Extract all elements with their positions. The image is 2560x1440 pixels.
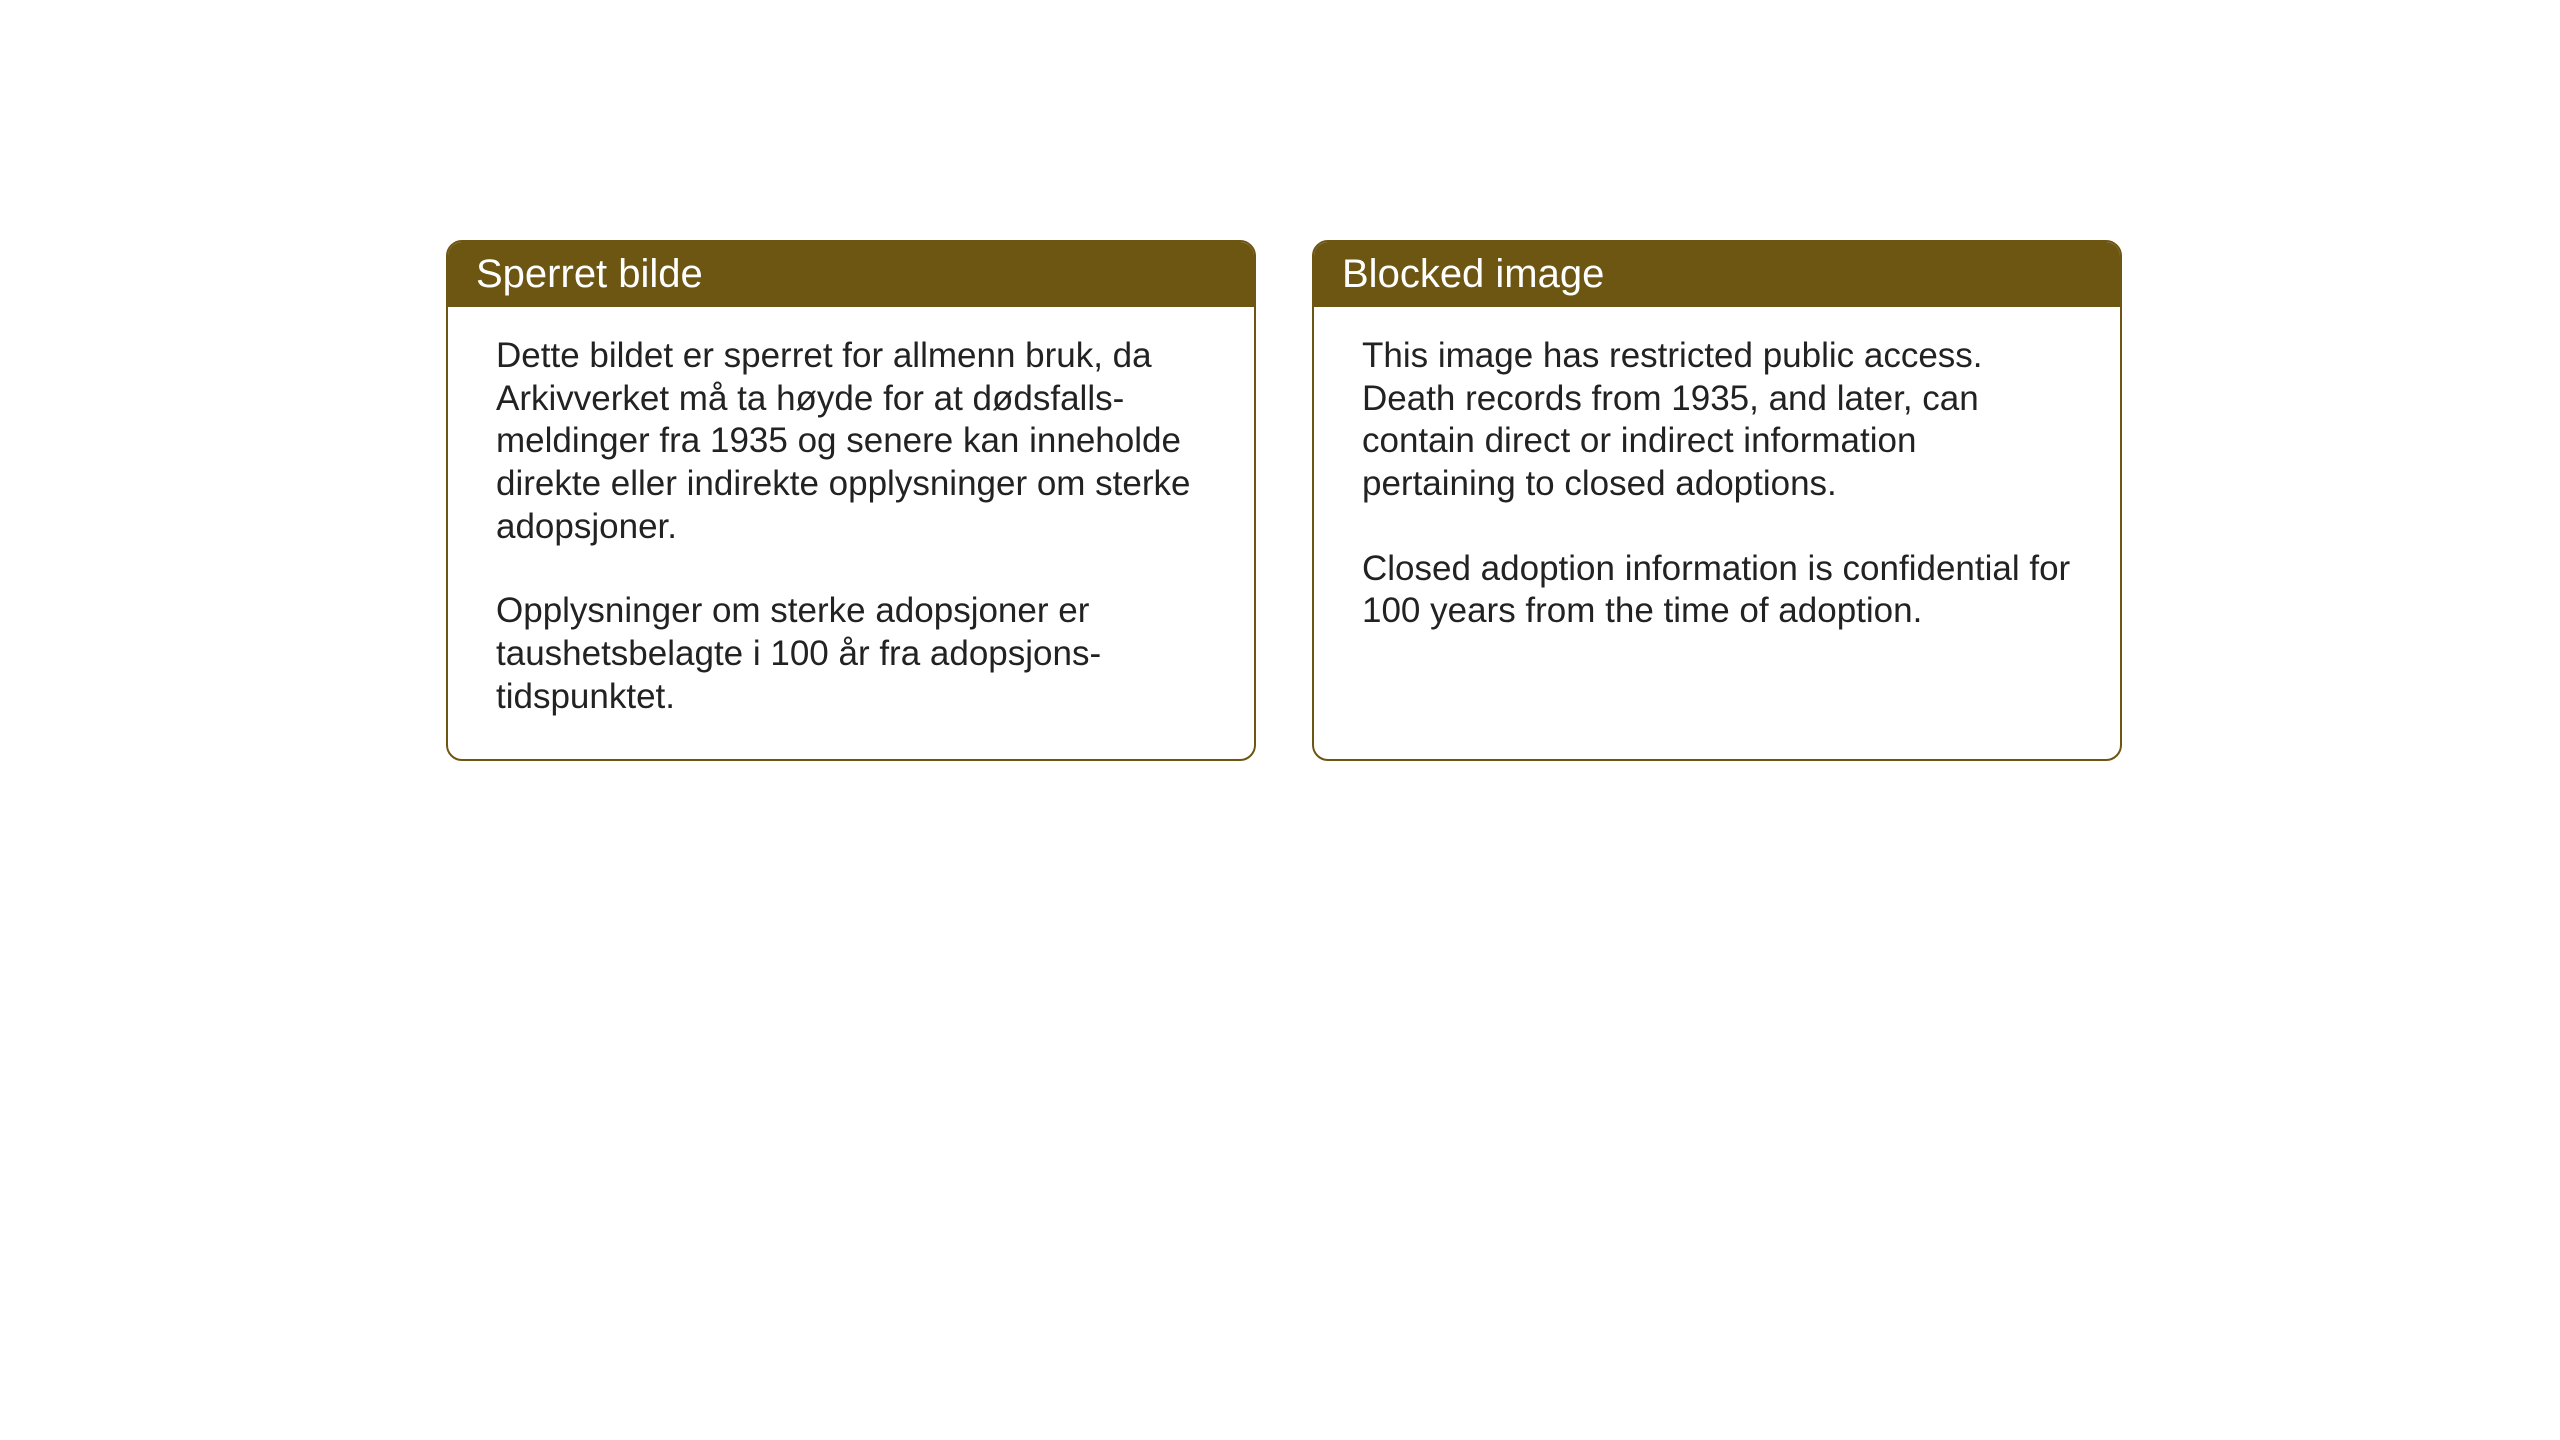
card-paragraph-2-english: Closed adoption information is confident… [1362, 548, 2072, 633]
card-paragraph-2-norwegian: Opplysninger om sterke adopsjoner er tau… [496, 590, 1206, 718]
card-title-norwegian: Sperret bilde [476, 252, 703, 296]
notice-cards-container: Sperret bilde Dette bildet er sperret fo… [446, 240, 2122, 761]
card-body-norwegian: Dette bildet er sperret for allmenn bruk… [448, 307, 1254, 759]
notice-card-english: Blocked image This image has restricted … [1312, 240, 2122, 761]
card-body-english: This image has restricted public access.… [1314, 307, 2120, 751]
card-header-norwegian: Sperret bilde [448, 242, 1254, 307]
card-title-english: Blocked image [1342, 252, 1604, 296]
card-paragraph-1-norwegian: Dette bildet er sperret for allmenn bruk… [496, 335, 1206, 548]
card-paragraph-1-english: This image has restricted public access.… [1362, 335, 2072, 506]
notice-card-norwegian: Sperret bilde Dette bildet er sperret fo… [446, 240, 1256, 761]
card-header-english: Blocked image [1314, 242, 2120, 307]
